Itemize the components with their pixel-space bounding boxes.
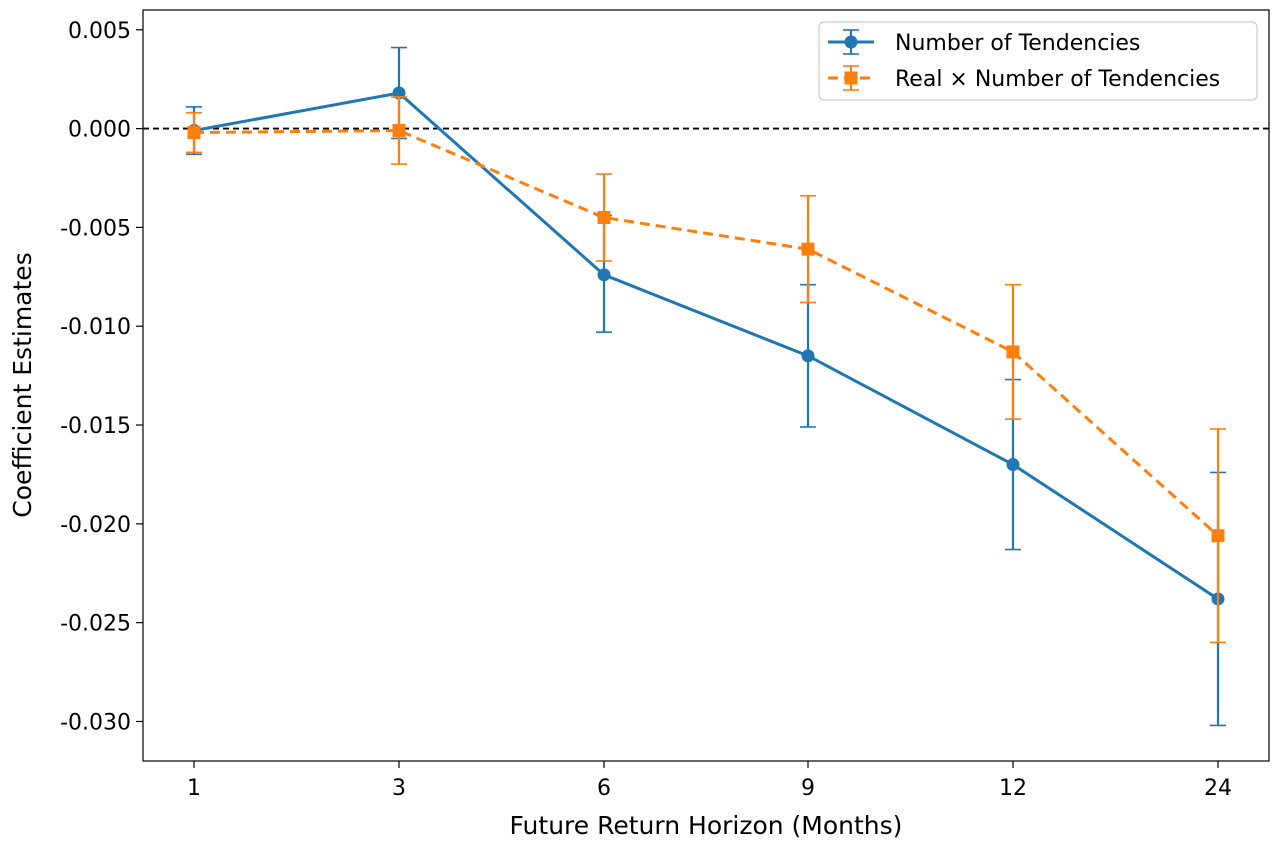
x-tick-label: 12 xyxy=(999,776,1027,801)
y-tick-label: 0.000 xyxy=(68,118,131,143)
y-axis-label: Coefficient Estimates xyxy=(8,252,37,517)
data-point xyxy=(597,268,611,282)
data-point xyxy=(1006,345,1020,359)
legend-marker xyxy=(844,35,858,49)
x-axis-label: Future Return Horizon (Months) xyxy=(510,811,903,840)
y-tick-label: -0.020 xyxy=(60,513,131,538)
legend-entry: Number of Tendencies xyxy=(828,29,1140,56)
x-tick-label: 1 xyxy=(187,776,201,801)
legend-entry: Real × Number of Tendencies xyxy=(828,65,1220,92)
x-tick-label: 9 xyxy=(801,776,815,801)
y-tick-label: -0.010 xyxy=(60,315,131,340)
y-tick-label: -0.030 xyxy=(60,710,131,735)
series-line xyxy=(193,91,1219,601)
data-point xyxy=(597,211,611,225)
plot-area xyxy=(142,9,1270,762)
legend-box xyxy=(818,21,1258,101)
legend-label: Number of Tendencies xyxy=(895,31,1140,56)
data-point xyxy=(1211,529,1225,543)
x-tick-label: 6 xyxy=(597,776,611,801)
legend-marker xyxy=(844,71,858,85)
y-tick-label: -0.025 xyxy=(60,612,131,637)
data-point xyxy=(801,242,815,256)
data-point xyxy=(392,124,406,138)
data-point xyxy=(1006,458,1020,472)
series-2 xyxy=(186,96,1226,644)
y-tick-label: 0.005 xyxy=(68,19,131,44)
legend-label: Real × Number of Tendencies xyxy=(895,67,1220,92)
y-tick-label: -0.005 xyxy=(60,216,131,241)
data-point xyxy=(187,126,201,140)
x-tick-label: 24 xyxy=(1204,776,1232,801)
data-point xyxy=(801,349,815,363)
y-tick-label: -0.015 xyxy=(60,414,131,439)
series-line xyxy=(193,129,1220,537)
x-tick-label: 3 xyxy=(392,776,406,801)
